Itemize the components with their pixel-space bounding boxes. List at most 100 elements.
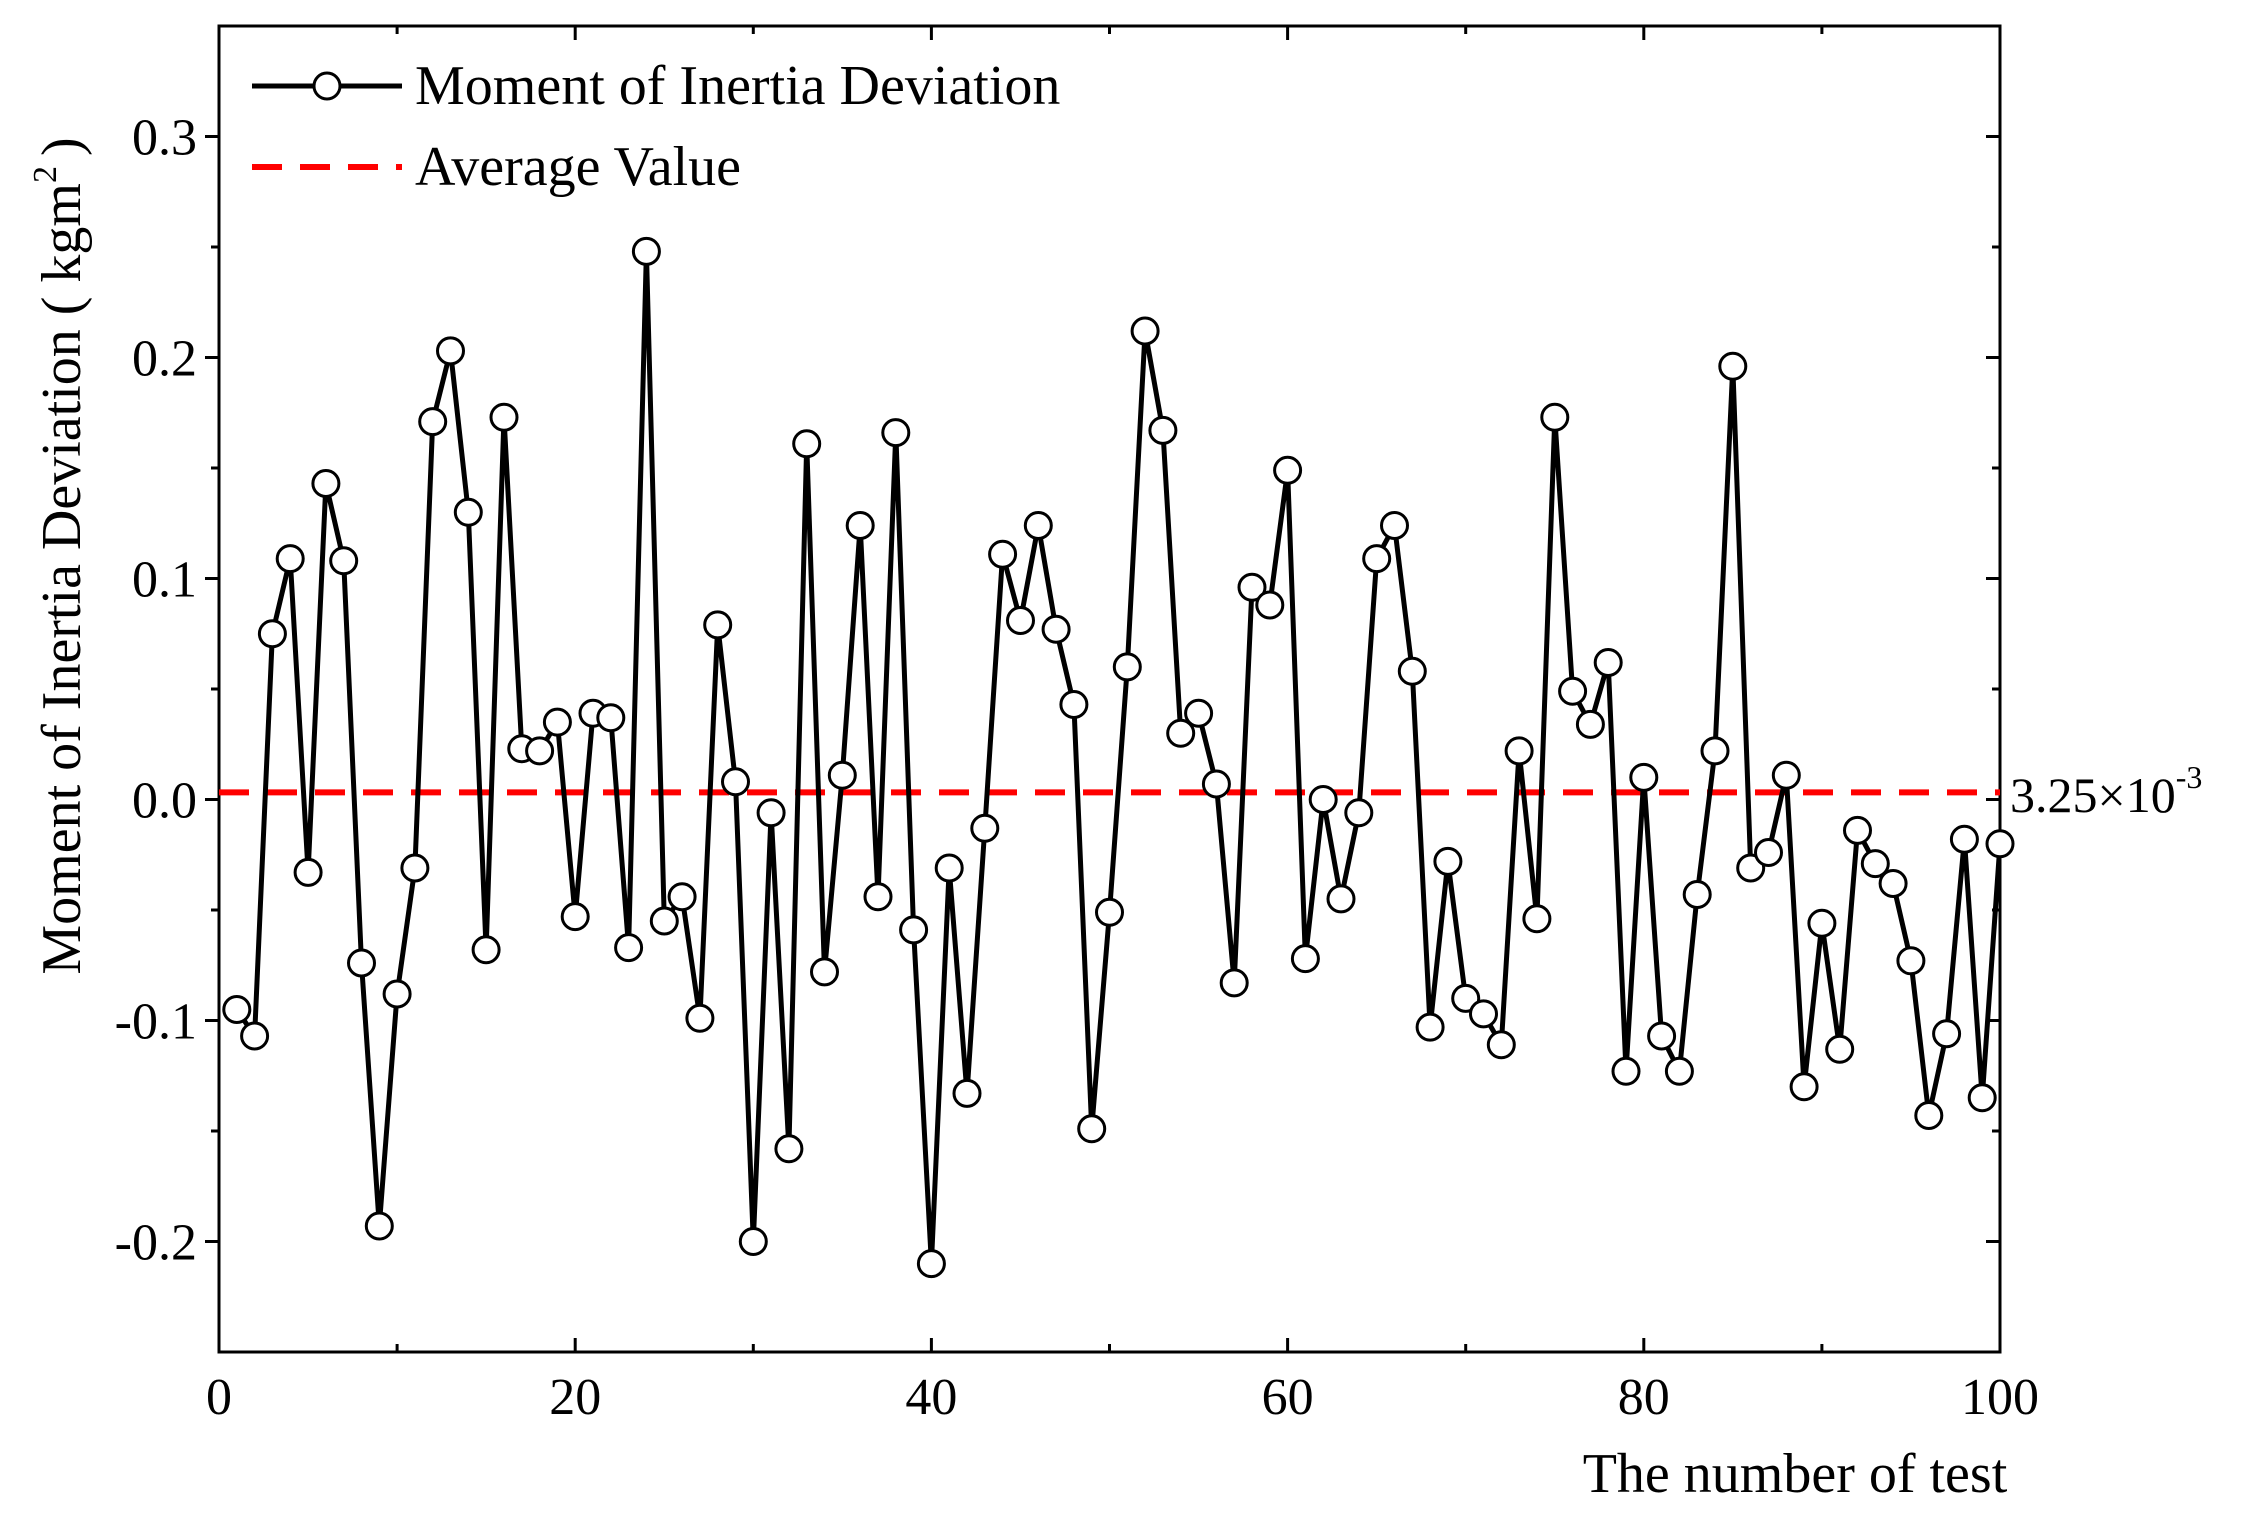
data-point — [792, 429, 822, 459]
data-point — [738, 1227, 768, 1256]
data-point — [1647, 1021, 1677, 1051]
data-point — [1629, 762, 1659, 792]
data-point — [257, 619, 287, 649]
x-tick-label: 60 — [1262, 1369, 1314, 1426]
data-point — [899, 915, 929, 945]
data-point — [400, 853, 430, 883]
data-point — [1469, 999, 1498, 1029]
data-point — [952, 1078, 982, 1108]
data-point — [1362, 544, 1392, 574]
data-point — [685, 1003, 715, 1033]
data-point — [1932, 1019, 1962, 1049]
data-point — [1754, 838, 1783, 867]
data-point — [1593, 648, 1623, 677]
y-axis-ticks: -0.2 -0.1 0.0 0.1 0.2 0.3 — [115, 110, 2000, 1272]
data-point — [1878, 869, 1908, 898]
data-point — [970, 813, 1000, 843]
data-point — [1558, 676, 1588, 706]
data-point — [347, 948, 376, 978]
data-point — [1486, 1030, 1516, 1060]
data-point — [881, 418, 911, 448]
data-point — [1433, 846, 1463, 876]
legend: Moment of Inertia Deviation Average Valu… — [252, 55, 1060, 198]
data-point — [1095, 897, 1124, 927]
data-point — [1415, 1012, 1445, 1042]
data-point — [1041, 614, 1071, 644]
annotation-base: 3.25×10 — [2010, 767, 2176, 823]
y-tick-label: 0.3 — [132, 110, 197, 167]
data-point — [1789, 1072, 1819, 1102]
data-point — [1682, 880, 1712, 909]
y-tick-label: 0.1 — [132, 552, 197, 609]
data-point — [1059, 690, 1089, 719]
data-point — [756, 798, 786, 828]
y-axis-label-main: Moment of Inertia Deviation ( kgm — [31, 183, 93, 975]
data-point — [1290, 944, 1320, 974]
data-point — [542, 707, 572, 737]
legend-label-average: Average Value — [415, 136, 741, 198]
data-point — [774, 1134, 804, 1164]
data-point — [596, 703, 626, 733]
data-point — [1166, 718, 1196, 748]
x-tick-label: 80 — [1618, 1369, 1670, 1426]
data-point — [453, 497, 483, 527]
deviation-series-points — [222, 236, 2015, 1279]
x-tick-label: 100 — [1961, 1369, 2039, 1426]
data-point — [329, 546, 359, 576]
average-annotation: 3.25×10-3 — [2010, 759, 2202, 823]
data-point — [1380, 511, 1409, 540]
x-axis-label: The number of test — [1583, 1443, 2008, 1505]
data-point — [721, 767, 750, 797]
data-point — [845, 511, 875, 540]
data-point — [1700, 736, 1730, 766]
data-point — [1006, 606, 1035, 635]
data-point — [275, 544, 305, 574]
data-point — [934, 853, 964, 883]
x-tick-label: 40 — [905, 1369, 957, 1426]
data-point — [1949, 824, 1979, 854]
y-tick-label: -0.2 — [115, 1215, 197, 1272]
data-point — [471, 935, 501, 965]
data-point — [703, 610, 733, 640]
data-point — [1201, 769, 1231, 799]
data-point — [988, 539, 1018, 569]
data-point — [1664, 1056, 1694, 1086]
data-point — [1397, 656, 1427, 686]
data-point — [1308, 785, 1338, 814]
data-point — [418, 407, 448, 437]
y-tick-label: 0.2 — [132, 331, 197, 388]
data-point — [1914, 1101, 1944, 1130]
data-point — [1540, 402, 1570, 432]
plot-frame — [217, 24, 2002, 1354]
y-axis-label-sup: 2 — [27, 166, 64, 183]
data-point — [382, 979, 412, 1009]
data-point — [1219, 968, 1249, 998]
data-point — [1504, 736, 1534, 766]
annotation-exponent: -3 — [2176, 759, 2203, 795]
data-point — [364, 1211, 394, 1241]
data-point — [240, 1021, 270, 1051]
data-point — [311, 469, 341, 498]
data-point — [436, 336, 465, 366]
data-point — [1985, 829, 2015, 859]
data-point — [1825, 1034, 1855, 1064]
data-point — [1967, 1083, 1997, 1113]
data-point — [1843, 815, 1872, 845]
y-axis-label: Moment of Inertia Deviation ( kgm2) — [27, 137, 93, 974]
data-point — [1611, 1056, 1641, 1086]
data-point — [827, 760, 857, 790]
data-point — [1130, 316, 1160, 346]
data-point — [916, 1249, 946, 1279]
data-point — [1237, 572, 1267, 602]
x-axis-ticks: 0 20 40 60 80 100 — [206, 26, 2039, 1426]
data-point — [1860, 849, 1890, 879]
data-point — [1023, 511, 1053, 540]
data-point — [1148, 415, 1178, 445]
data-point — [810, 957, 839, 987]
data-point — [1184, 698, 1214, 728]
data-point — [293, 857, 323, 887]
data-point — [1326, 884, 1356, 914]
data-point — [667, 882, 697, 912]
y-tick-label: -0.1 — [115, 994, 197, 1051]
